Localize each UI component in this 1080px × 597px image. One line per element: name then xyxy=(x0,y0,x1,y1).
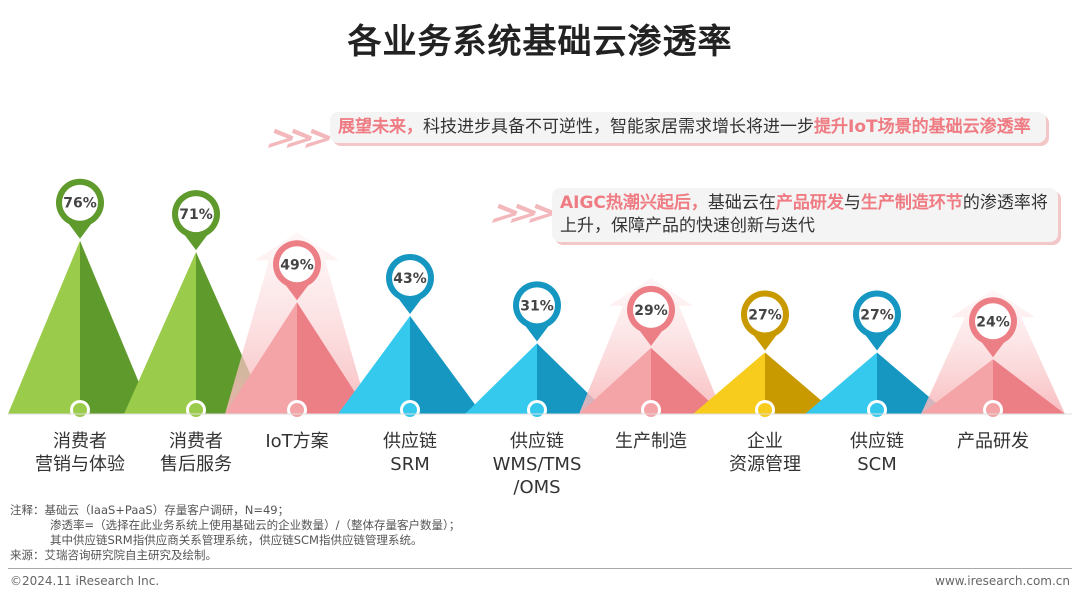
pin-inner xyxy=(859,296,895,333)
category-label: 产品研发 xyxy=(957,431,1029,452)
callout-text: AIGC热潮兴起后， xyxy=(560,193,708,213)
base-dot-fill xyxy=(189,403,203,417)
bar-left xyxy=(693,352,765,414)
pin-inner xyxy=(975,303,1011,340)
notes: 注释：基础云（IaaS+PaaS）存量客户调研，N=49； 渗透率=（选择在此业… xyxy=(10,503,460,563)
base-dot-fill xyxy=(644,403,658,417)
data-label: 27% xyxy=(860,307,894,323)
callout-text: 展望未来， xyxy=(338,117,423,137)
note-line: 渗透率=（选择在此业务系统上使用基础云的企业数量）/（整体存量客户数量）； xyxy=(50,518,461,532)
data-label: 49% xyxy=(280,257,314,273)
data-label: 43% xyxy=(393,271,427,287)
growth-arrow xyxy=(579,277,723,414)
data-label: 31% xyxy=(520,298,554,314)
data-label: 24% xyxy=(976,314,1010,330)
base-dot-fill xyxy=(870,403,884,417)
data-label: 29% xyxy=(634,303,668,319)
note-line: 其中供应链SRM指供应商关系管理系统，供应链SCM指供应链管理系统。 xyxy=(50,533,423,547)
website: www.iresearch.com.cn xyxy=(935,574,1070,588)
callout-aigc: AIGC热潮兴起后，基础云在产品研发与生产制造环节的渗透率将上升，保障产品的快速… xyxy=(552,188,1058,242)
page-title: 各业务系统基础云渗透率 xyxy=(347,22,733,62)
bar-right xyxy=(297,302,369,414)
bar-left xyxy=(805,352,877,414)
bar-left xyxy=(124,252,196,414)
bar-right xyxy=(651,347,723,414)
pin-inner xyxy=(178,196,214,233)
category-label: IoT方案 xyxy=(265,431,329,452)
data-label: 27% xyxy=(748,307,782,323)
divider xyxy=(8,568,1072,569)
bar-left xyxy=(338,315,410,414)
callout-iot: 展望未来，科技进步具备不可逆性，智能家居需求增长将进一步提升IoT场景的基础云渗… xyxy=(330,112,1046,143)
pin-inner xyxy=(519,287,555,324)
bar-right xyxy=(765,352,837,414)
category-label: 生产制造 xyxy=(615,431,687,452)
callout-text: 的渗透率将上升，保障产品的快速创新与迭代 xyxy=(560,193,1048,236)
base-dot-fill xyxy=(758,403,772,417)
bar-left xyxy=(8,240,80,414)
callout-text: 科技进步具备不可逆性，智能家居需求增长将进一步 xyxy=(423,117,814,137)
base-dot-fill xyxy=(73,403,87,417)
callout-text: 提升IoT场景的基础云渗透率 xyxy=(814,117,1031,137)
callout-text: 与 xyxy=(843,193,861,213)
category-label: 消费者 售后服务 xyxy=(160,431,232,475)
category-label: 消费者 营销与体验 xyxy=(35,431,125,475)
category-label: 企业 资源管理 xyxy=(729,431,801,475)
pin-inner xyxy=(62,184,98,221)
callout-text: 生产制造环节 xyxy=(860,193,963,213)
pin-inner xyxy=(633,291,669,328)
callout-text: 产品研发 xyxy=(775,193,844,213)
bar-left xyxy=(921,359,993,414)
bar-right xyxy=(410,315,482,414)
base-dot-fill xyxy=(530,403,544,417)
copyright: ©2024.11 iResearch Inc. xyxy=(10,574,160,588)
bar-left xyxy=(465,343,537,414)
category-label: 供应链 WMS/TMS/OMS xyxy=(492,431,582,498)
pin-inner xyxy=(279,246,315,283)
base-dot-fill xyxy=(986,403,1000,417)
data-label: 71% xyxy=(179,207,213,223)
pin-inner xyxy=(392,259,428,296)
bar-right xyxy=(80,240,152,414)
source-line: 来源：艾瑞咨询研究院自主研究及绘制。 xyxy=(10,548,217,562)
note-line: 注释：基础云（IaaS+PaaS）存量客户调研，N=49； xyxy=(10,503,290,517)
data-label: 76% xyxy=(63,196,97,212)
category-label: 供应链 SCM xyxy=(850,431,904,475)
callout-text: 基础云在 xyxy=(707,193,776,213)
base-dot-fill xyxy=(290,403,304,417)
pin-inner xyxy=(747,296,783,333)
base-dot-fill xyxy=(403,403,417,417)
category-label: 供应链 SRM xyxy=(383,431,437,475)
bar-right xyxy=(993,359,1065,414)
bar-left xyxy=(579,347,651,414)
bar-left xyxy=(225,302,297,414)
bar-right xyxy=(877,352,949,414)
